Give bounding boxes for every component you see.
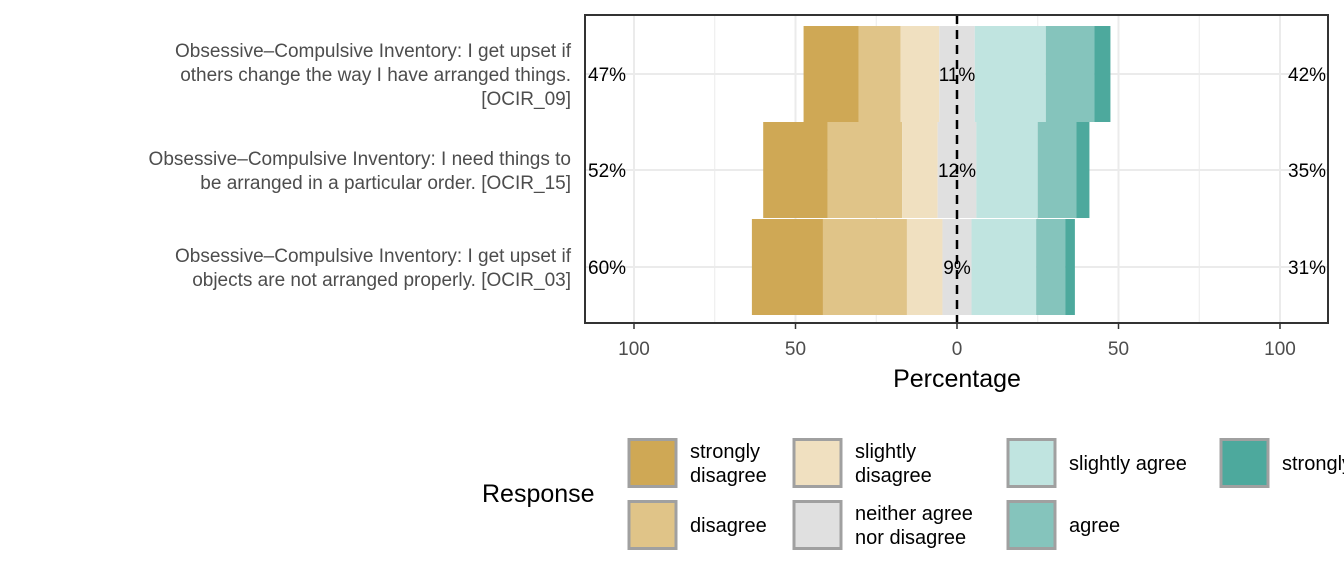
- bar-segment-slightly-agree: [971, 219, 1037, 315]
- bar-segment-slightly-agree: [976, 122, 1038, 218]
- bar-segment-strongly-disagree: [751, 219, 823, 315]
- low-percentage-label: 60%: [588, 258, 626, 279]
- legend-key: [792, 500, 843, 550]
- bar-segment-slightly-agree: [974, 26, 1046, 122]
- legend-item-neither-agree-nor-disagree: neither agree nor disagree: [792, 500, 973, 550]
- low-percentage-label: 52%: [588, 161, 626, 182]
- x-tick-label: 0: [952, 339, 963, 360]
- bar-segment-strongly-agree: [1076, 122, 1090, 218]
- legend: Response strongly disagree disagree slightly…: [482, 438, 1344, 550]
- legend-key: [1219, 438, 1270, 488]
- legend-label: slightly disagree: [855, 441, 932, 487]
- bar-segment-slightly-disagree: [906, 219, 943, 315]
- y-axis-item-label: Obsessive–Compulsive Inventory: I need t…: [149, 149, 571, 194]
- high-percentage-label: 31%: [1288, 258, 1326, 279]
- legend-label: slightly agree: [1069, 453, 1187, 475]
- legend-title: Response: [482, 480, 595, 508]
- x-axis-title: Percentage: [893, 365, 1021, 393]
- high-percentage-label: 42%: [1288, 65, 1326, 86]
- high-percentage-label: 35%: [1288, 161, 1326, 182]
- y-axis-item-label: Obsessive–Compulsive Inventory: I get up…: [175, 246, 572, 291]
- legend-key: [1006, 438, 1057, 488]
- legend-item-strongly-disagree: strongly disagree: [627, 438, 767, 488]
- bar-segment-disagree: [822, 219, 907, 315]
- bar-segment-strongly-disagree: [803, 26, 859, 122]
- legend-item-disagree: disagree: [627, 500, 767, 550]
- x-tick-label: 50: [1108, 339, 1129, 360]
- bar-segment-agree: [1037, 122, 1077, 218]
- bar-segment-strongly-agree: [1065, 219, 1075, 315]
- legend-item-strongly-agree: strongly agree: [1219, 438, 1344, 488]
- bar-segment-strongly-disagree: [763, 122, 828, 218]
- legend-key: [1006, 500, 1057, 550]
- x-axis: 100 50 0 50 100: [618, 323, 1296, 360]
- legend-key: [627, 438, 678, 488]
- legend-label: disagree: [690, 515, 767, 537]
- legend-label: agree: [1069, 515, 1120, 537]
- plot-panel: 47% 11% 42%52% 12% 35%60% 9% 31%: [584, 14, 1329, 324]
- x-tick-label: 100: [1264, 339, 1296, 360]
- legend-item-agree: agree: [1006, 500, 1120, 550]
- neutral-percentage-label: 9%: [943, 258, 971, 279]
- legend-key: [792, 438, 843, 488]
- bar-segment-strongly-agree: [1094, 26, 1111, 122]
- bar-segment-slightly-disagree: [900, 26, 940, 122]
- bar-segment-neither-agree-nor-disagree: [942, 219, 972, 315]
- bar-segment-agree: [1036, 219, 1066, 315]
- legend-label: neither agree nor disagree: [855, 503, 973, 549]
- legend-item-slightly-agree: slightly agree: [1006, 438, 1187, 488]
- y-axis-item-label: Obsessive–Compulsive Inventory: I get up…: [175, 41, 572, 110]
- legend-label: strongly disagree: [690, 441, 767, 487]
- legend-key: [627, 500, 678, 550]
- bar-segment-agree: [1045, 26, 1095, 122]
- x-tick-label: 50: [785, 339, 806, 360]
- bar-segment-disagree: [858, 26, 901, 122]
- legend-item-slightly-disagree: slightly disagree: [792, 438, 932, 488]
- y-axis-labels: Obsessive–Compulsive Inventory: I get up…: [149, 41, 572, 291]
- x-tick-label: 100: [618, 339, 650, 360]
- legend-label: strongly agree: [1282, 453, 1344, 475]
- bar-segment-slightly-disagree: [902, 122, 938, 218]
- bar-segment-disagree: [827, 122, 903, 218]
- low-percentage-label: 47%: [588, 65, 626, 86]
